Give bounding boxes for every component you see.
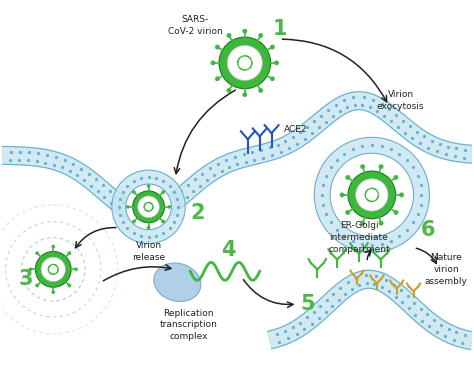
Circle shape [74,268,78,271]
Circle shape [52,245,55,248]
Circle shape [346,210,350,215]
Ellipse shape [154,263,201,302]
Text: Replication
transcription
complex: Replication transcription complex [159,309,217,341]
Circle shape [243,29,247,33]
Circle shape [132,220,136,223]
Text: Virion
release: Virion release [132,241,165,262]
Circle shape [340,193,344,197]
Circle shape [36,284,39,287]
Circle shape [394,210,398,215]
Text: ACE2: ACE2 [283,125,307,134]
Text: 3: 3 [18,269,33,289]
Circle shape [68,252,71,255]
Circle shape [132,191,136,194]
Circle shape [126,184,172,230]
Circle shape [147,184,150,188]
Text: ER-Golgi
intermediate
compartment: ER-Golgi intermediate compartment [328,221,390,254]
Text: SARS-
CoV-2 virion: SARS- CoV-2 virion [168,15,223,36]
Circle shape [274,61,279,65]
Circle shape [219,37,271,89]
Circle shape [215,77,219,81]
Circle shape [356,179,388,211]
Text: Mature
virion
assembly: Mature virion assembly [425,253,468,286]
Circle shape [243,92,247,97]
Circle shape [258,33,263,38]
Circle shape [36,252,71,287]
Circle shape [348,171,396,219]
Circle shape [394,175,398,179]
Circle shape [168,205,171,208]
Circle shape [147,226,150,229]
Text: 5: 5 [300,294,315,314]
Circle shape [258,88,263,92]
Circle shape [314,137,429,252]
Circle shape [138,196,159,218]
Circle shape [227,33,231,38]
Circle shape [379,164,383,169]
Circle shape [227,46,263,80]
Circle shape [361,164,365,169]
Circle shape [215,45,219,49]
Text: 4: 4 [221,239,235,259]
Polygon shape [1,92,473,224]
Circle shape [36,252,39,255]
Circle shape [346,175,350,179]
Polygon shape [268,270,474,350]
Circle shape [211,61,215,65]
Circle shape [162,220,165,223]
Circle shape [270,45,274,49]
Circle shape [400,193,404,197]
Circle shape [41,257,65,282]
Circle shape [379,221,383,225]
Text: 2: 2 [190,203,204,223]
Text: Virion
exocytosis: Virion exocytosis [377,90,424,111]
Circle shape [52,290,55,294]
Circle shape [361,221,365,225]
Circle shape [68,284,71,287]
Circle shape [330,153,413,236]
Circle shape [270,77,274,81]
Text: 6: 6 [421,220,436,240]
Circle shape [162,191,165,194]
Text: 1: 1 [272,19,287,39]
Circle shape [227,88,231,92]
Circle shape [126,205,129,208]
Circle shape [133,191,164,223]
Circle shape [112,170,185,243]
Circle shape [29,268,32,271]
